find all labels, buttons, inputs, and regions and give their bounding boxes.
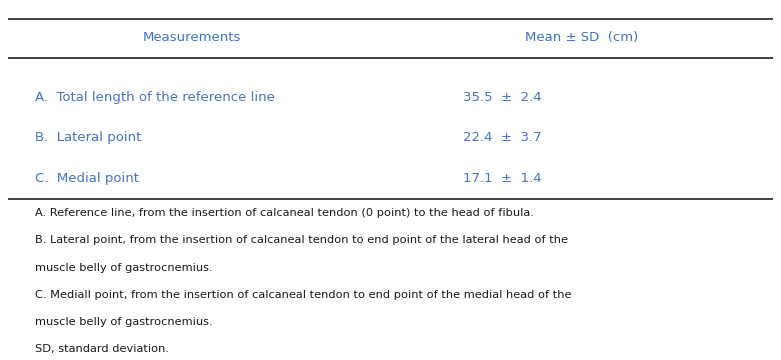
Text: SD, standard deviation.: SD, standard deviation. xyxy=(34,344,169,354)
Text: A.  Total length of the reference line: A. Total length of the reference line xyxy=(34,91,274,104)
Text: Mean ± SD  (cm): Mean ± SD (cm) xyxy=(525,31,639,44)
Text: muscle belly of gastrocnemius.: muscle belly of gastrocnemius. xyxy=(34,262,212,273)
Text: A. Reference line, from the insertion of calcaneal tendon (0 point) to the head : A. Reference line, from the insertion of… xyxy=(34,208,533,218)
Text: 17.1  ±  1.4: 17.1 ± 1.4 xyxy=(463,172,542,185)
Text: 22.4  ±  3.7: 22.4 ± 3.7 xyxy=(463,131,542,144)
Text: C. Mediall point, from the insertion of calcaneal tendon to end point of the med: C. Mediall point, from the insertion of … xyxy=(34,290,571,300)
Text: B. Lateral point, from the insertion of calcaneal tendon to end point of the lat: B. Lateral point, from the insertion of … xyxy=(34,235,568,246)
Text: muscle belly of gastrocnemius.: muscle belly of gastrocnemius. xyxy=(34,317,212,327)
Text: 35.5  ±  2.4: 35.5 ± 2.4 xyxy=(463,91,542,104)
Text: Measurements: Measurements xyxy=(142,31,241,44)
Text: C.  Medial point: C. Medial point xyxy=(34,172,138,185)
Text: B.  Lateral point: B. Lateral point xyxy=(34,131,141,144)
